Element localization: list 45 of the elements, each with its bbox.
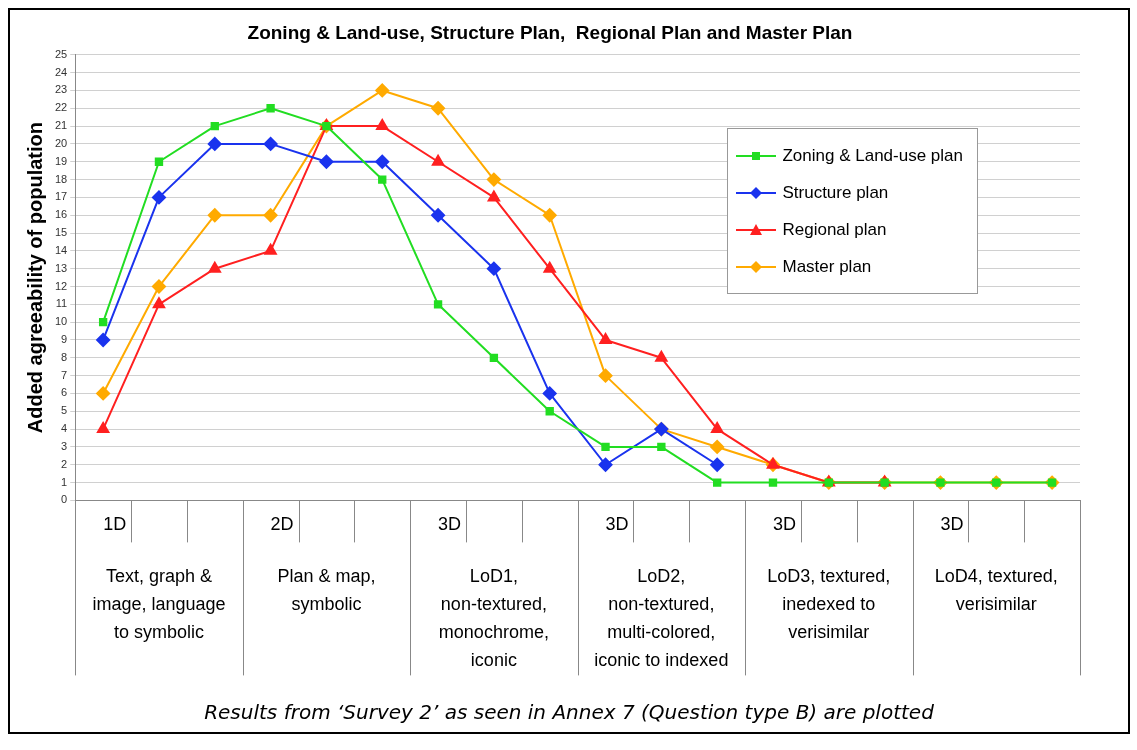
y-tick-label: 4 — [61, 422, 68, 435]
y-tick-label: 20 — [54, 136, 68, 149]
y-tick-label: 15 — [54, 226, 68, 239]
text: LoD4, textured, verisimilar — [934, 566, 1058, 615]
y-tick-label: 23 — [54, 83, 68, 96]
text: Text, graph & image, language to symbolic — [92, 566, 226, 643]
legend-label: Master plan — [782, 256, 872, 277]
y-tick-label: 16 — [54, 208, 68, 221]
text: Plan & map, symbolic — [277, 566, 376, 615]
y-tick-label: 12 — [54, 279, 68, 292]
y-tick-label: 14 — [54, 243, 68, 256]
x-tick-label: 3D — [438, 514, 462, 535]
y-tick-label: 17 — [54, 190, 68, 203]
y-tick-label: 7 — [61, 368, 68, 381]
y-tick-label: 0 — [61, 493, 68, 506]
y-tick-label: 13 — [54, 261, 68, 274]
y-tick-label: 24 — [54, 65, 68, 78]
y-tick-label: 22 — [54, 101, 68, 114]
y-tick-label: 2 — [61, 457, 68, 470]
y-tick-label: 25 — [54, 47, 68, 60]
y-tick-label: 6 — [61, 386, 68, 399]
y-tick-label: 3 — [61, 439, 68, 452]
y-tick-label: 10 — [54, 315, 68, 328]
y-tick-label: 18 — [54, 172, 68, 185]
text: LoD2, non-textured, multi-colored, iconic to indexed — [594, 566, 729, 671]
legend-label: Zoning & Land-use plan — [782, 145, 963, 166]
y-tick-label: 21 — [54, 119, 68, 132]
y-axis-title: Added agreeability of population — [23, 122, 46, 434]
y-tick-label: 8 — [61, 350, 68, 363]
text: LoD3, textured, inedexed to verisimilar — [767, 566, 891, 643]
y-tick-label: 9 — [61, 333, 68, 346]
legend-label: Structure plan — [782, 182, 889, 203]
y-tick-label: 5 — [61, 404, 68, 417]
x-tick-label: 3D — [772, 514, 796, 535]
y-tick-label: 1 — [61, 475, 68, 488]
text: Results from ‘Survey 2’ as seen in Annex 7 (Question type B) are plotted — [203, 700, 935, 726]
text: LoD1, non-textured, monochrome, iconic — [438, 566, 549, 671]
x-tick-label: 3D — [940, 514, 964, 535]
legend-label: Regional plan — [782, 219, 887, 240]
y-tick-label: 19 — [54, 154, 68, 167]
x-tick-label: 3D — [605, 514, 629, 535]
x-tick-label: 2D — [270, 514, 294, 535]
x-tick-label: 1D — [103, 514, 127, 535]
y-tick-label: 11 — [55, 297, 68, 310]
chart-title: Zoning & Land-use, Structure Plan, Regional Plan and Master Plan — [247, 21, 853, 43]
